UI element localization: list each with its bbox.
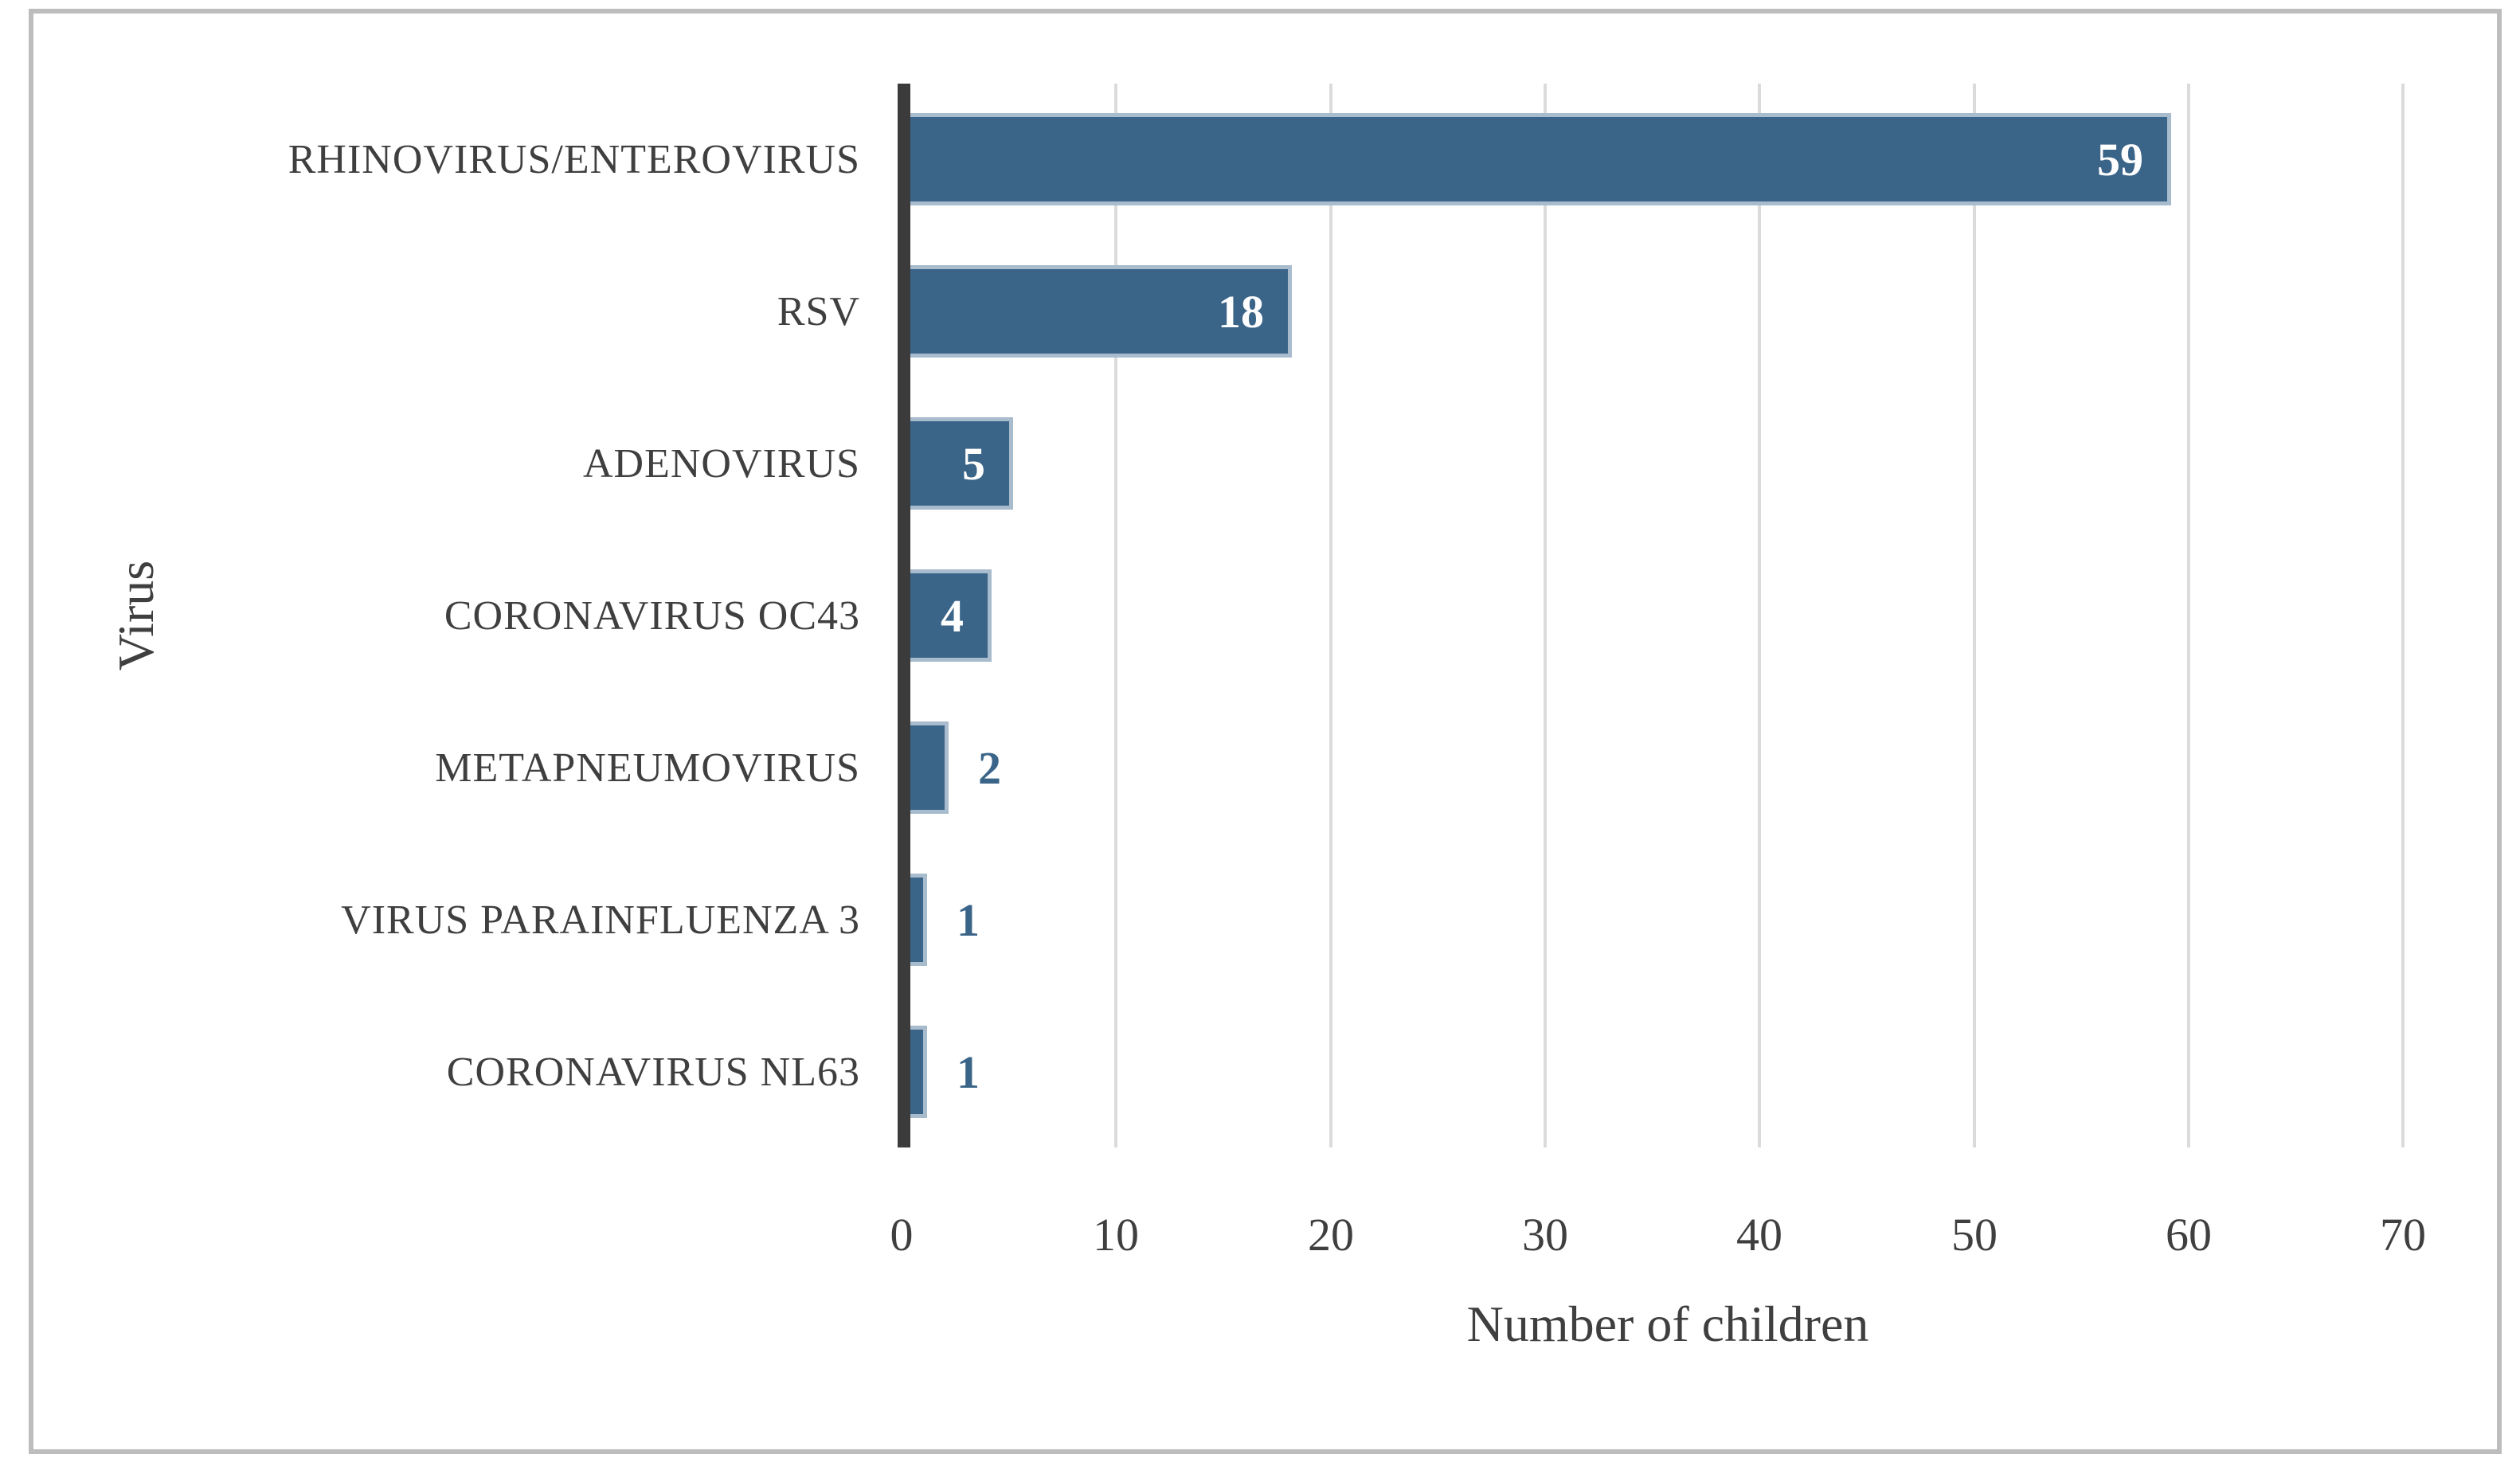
category-label: ADENOVIRUS xyxy=(583,440,860,487)
x-tick-label: 50 xyxy=(1951,1208,1998,1261)
x-tick-label: 20 xyxy=(1308,1208,1354,1261)
bar-value-label: 59 xyxy=(2097,133,2143,186)
y-axis-title: Virus xyxy=(108,560,164,671)
bar-value-label: 5 xyxy=(962,437,985,490)
bar-value-label: 1 xyxy=(957,1046,980,1098)
bar xyxy=(898,569,992,662)
gridline-50 xyxy=(1973,84,1976,1147)
x-tick-label: 60 xyxy=(2166,1208,2212,1261)
bar-value-label: 2 xyxy=(978,741,1001,794)
bar-value-label: 4 xyxy=(941,589,964,642)
x-axis-title: Number of children xyxy=(1466,1296,1869,1352)
x-tick-label: 0 xyxy=(890,1208,914,1261)
bar xyxy=(898,265,1292,358)
category-label: RHINOVIRUS/ENTEROVIRUS xyxy=(288,136,860,182)
gridline-60 xyxy=(2187,84,2190,1147)
category-label: CORONAVIRUS OC43 xyxy=(444,592,860,639)
category-label: VIRUS PARAINFLUENZA 3 xyxy=(341,897,860,943)
x-tick-label: 30 xyxy=(1522,1208,1568,1261)
category-label: CORONAVIRUS NL63 xyxy=(446,1049,860,1095)
gridline-70 xyxy=(2401,84,2405,1147)
bar xyxy=(898,113,2171,205)
category-label: RSV xyxy=(777,288,860,334)
bar-value-label: 18 xyxy=(1218,285,1264,338)
y-axis-line xyxy=(898,84,910,1147)
gridline-10 xyxy=(1114,84,1117,1147)
x-tick-label: 10 xyxy=(1093,1208,1139,1261)
category-label: METAPNEUMOVIRUS xyxy=(435,745,860,791)
bar-value-label: 1 xyxy=(957,893,980,946)
x-tick-label: 40 xyxy=(1736,1208,1782,1261)
gridline-30 xyxy=(1544,84,1547,1147)
chart-border-frame xyxy=(29,9,2502,1454)
x-tick-label: 70 xyxy=(2380,1208,2426,1261)
gridline-40 xyxy=(1758,84,1761,1147)
gridline-20 xyxy=(1329,84,1332,1147)
